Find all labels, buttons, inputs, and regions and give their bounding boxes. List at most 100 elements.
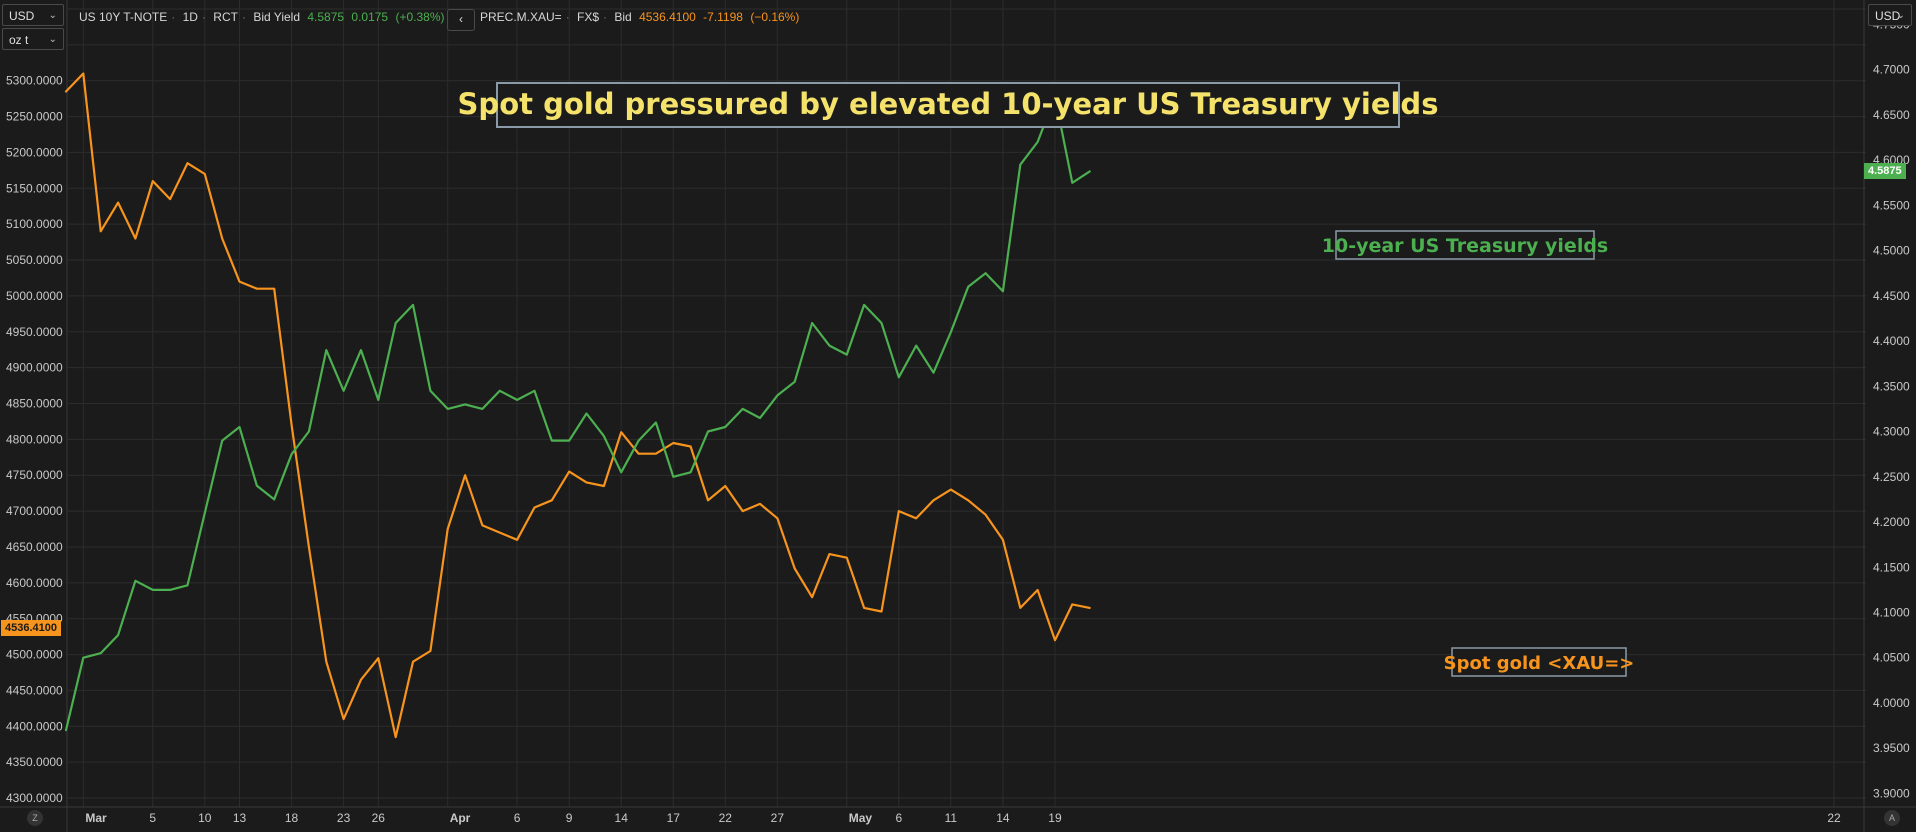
unit-select[interactable]: oz t ⌄	[2, 28, 64, 50]
right-axis-tick-label: 4.6500	[1873, 108, 1910, 122]
right-axis-tick-label: 4.7000	[1873, 63, 1910, 77]
x-axis-tick-label: 9	[566, 811, 573, 825]
x-axis-tick-label: Mar	[85, 811, 107, 825]
gold-change: -7.1198	[703, 10, 743, 24]
chevron-down-icon: ⌄	[48, 34, 57, 45]
left-axis-tick-label: 5200.0000	[6, 145, 63, 159]
x-axis-tick-label: 11	[945, 811, 958, 825]
yield-last-value-label: 4.5875	[1864, 163, 1906, 180]
left-axis-tick-label: 4500.0000	[6, 648, 63, 662]
yield-source: RCT	[213, 10, 238, 24]
right-axis-tick-label: 3.9000	[1873, 786, 1910, 800]
right-axis-tick-label: 4.4500	[1873, 289, 1910, 303]
right-axis-tick-label: 4.0500	[1873, 651, 1910, 665]
left-axis-tick-label: 5250.0000	[6, 110, 63, 124]
x-axis-tick-label: 18	[285, 811, 299, 825]
x-axis-tick-label: 10	[198, 811, 212, 825]
chevron-down-icon: ⌄	[1896, 10, 1905, 21]
gold-annotation: Spot gold <XAU=>	[1444, 647, 1635, 677]
right-axis-tick-label: 4.0000	[1873, 696, 1910, 710]
yield-instrument-name: US 10Y T-NOTE	[79, 10, 168, 24]
x-axis-tick-label: 27	[771, 811, 785, 825]
x-axis-tick-label: 13	[233, 811, 247, 825]
yield-series-line	[64, 95, 1091, 732]
right-axis-tick-label: 4.1000	[1873, 605, 1910, 619]
x-axis-tick-label: 6	[895, 811, 902, 825]
yield-annotation-border	[1335, 230, 1595, 260]
right-axis-tick-label: 4.3500	[1873, 379, 1910, 393]
right-axis-tick-label: 4.1500	[1873, 560, 1910, 574]
x-axis-tick-label: May	[849, 811, 873, 825]
x-axis-tick-label: 17	[667, 811, 681, 825]
currency-select-right-value: USD	[1875, 9, 1901, 23]
chevron-left-icon: ‹	[459, 12, 463, 26]
yield-change: 0.0175	[351, 10, 389, 24]
left-axis-tick-label: 4950.0000	[6, 325, 63, 339]
chart-title-box: Spot gold pressured by elevated 10-year …	[458, 82, 1439, 128]
auto-scale-button[interactable]: A	[1884, 810, 1900, 826]
right-axis-tick-label: 3.9500	[1873, 741, 1910, 755]
left-axis-tick-label: 5300.0000	[6, 74, 63, 88]
gold-annotation-border	[1451, 647, 1627, 677]
x-axis-tick-label: 14	[996, 811, 1010, 825]
currency-select-left[interactable]: USD ⌄	[2, 4, 64, 26]
left-axis-tick-label: 4600.0000	[6, 576, 63, 590]
left-axis-tick-label: 4300.0000	[6, 791, 63, 805]
left-axis-tick-label: 5100.0000	[6, 217, 63, 231]
yield-interval: 1D	[182, 10, 198, 24]
x-axis-tick-label: 22	[719, 811, 733, 825]
x-axis-tick-label: 14	[615, 811, 629, 825]
left-axis-tick-label: 5000.0000	[6, 289, 63, 303]
left-axis-tick-label: 5150.0000	[6, 181, 63, 195]
left-axis-tick-label: 4400.0000	[6, 719, 63, 733]
gold-change-pct: (−0.16%)	[750, 10, 800, 24]
gold-annotation-label: Spot gold <XAU=>	[1444, 653, 1635, 674]
auto-scale-button-label: A	[1888, 813, 1895, 823]
gold-info-bar: PREC.M.XAU= · FX$ · Bid 4536.4100 -7.1198 …	[480, 10, 800, 24]
yield-info-bar: US 10Y T-NOTE · 1D · RCT · Bid Yield 4.5875…	[79, 10, 445, 24]
gold-value: 4536.4100	[639, 10, 696, 24]
currency-select-right[interactable]: USD ⌄	[1868, 4, 1912, 26]
unit-select-value: oz t	[9, 33, 29, 47]
gold-last-value-label: 4536.4100	[1, 620, 61, 637]
left-axis-tick-label: 4750.0000	[6, 468, 63, 482]
gold-series-line	[64, 72, 1091, 739]
chevron-down-icon: ⌄	[48, 10, 57, 21]
right-axis-tick-label: 4.5000	[1873, 244, 1910, 258]
x-axis-tick-label: 23	[337, 811, 351, 825]
yield-annotation: 10-year US Treasury yields	[1322, 230, 1608, 260]
annotations: Spot gold pressured by elevated 10-year …	[458, 82, 1635, 677]
left-axis-tick-label: 4450.0000	[6, 683, 63, 697]
left-axis-tick-label: 4900.0000	[6, 361, 63, 375]
right-axis-tick-label: 4.4000	[1873, 334, 1910, 348]
chart-title: Spot gold pressured by elevated 10-year …	[458, 87, 1439, 121]
right-axis-tick-label: 4.5500	[1873, 198, 1910, 212]
grid	[68, 0, 1866, 807]
x-axis-tick-label: 26	[372, 811, 386, 825]
left-axis-tick-label: 5050.0000	[6, 253, 63, 267]
yield-value: 4.5875	[307, 10, 345, 24]
x-axis-tick-label: 6	[514, 811, 521, 825]
gold-instrument-name: PREC.M.XAU=	[480, 10, 562, 24]
right-axis-tick-label: 4.2500	[1873, 470, 1910, 484]
left-axis-tick-label: 4850.0000	[6, 397, 63, 411]
x-axis-tick-label: 19	[1048, 811, 1062, 825]
gold-source: FX$	[577, 10, 600, 24]
left-axis-tick-label: 4350.0000	[6, 755, 63, 769]
left-axis-tick-label: 4700.0000	[6, 504, 63, 518]
zoom-reset-button-label: Z	[32, 813, 38, 823]
zoom-reset-button[interactable]: Z	[27, 810, 43, 826]
left-axis-tick-label: 4800.0000	[6, 432, 63, 446]
right-axis-tick-label: 4.2000	[1873, 515, 1910, 529]
collapse-legend-button[interactable]: ‹	[447, 9, 475, 31]
title-box-border	[496, 82, 1400, 128]
yield-field: Bid Yield	[253, 10, 301, 24]
gold-field: Bid	[614, 10, 632, 24]
currency-select-left-value: USD	[9, 9, 35, 23]
x-axis-tick-label: 5	[149, 811, 156, 825]
yield-change-pct: (+0.38%)	[395, 10, 445, 24]
series	[64, 72, 1091, 739]
right-axis-tick-label: 4.3000	[1873, 425, 1910, 439]
